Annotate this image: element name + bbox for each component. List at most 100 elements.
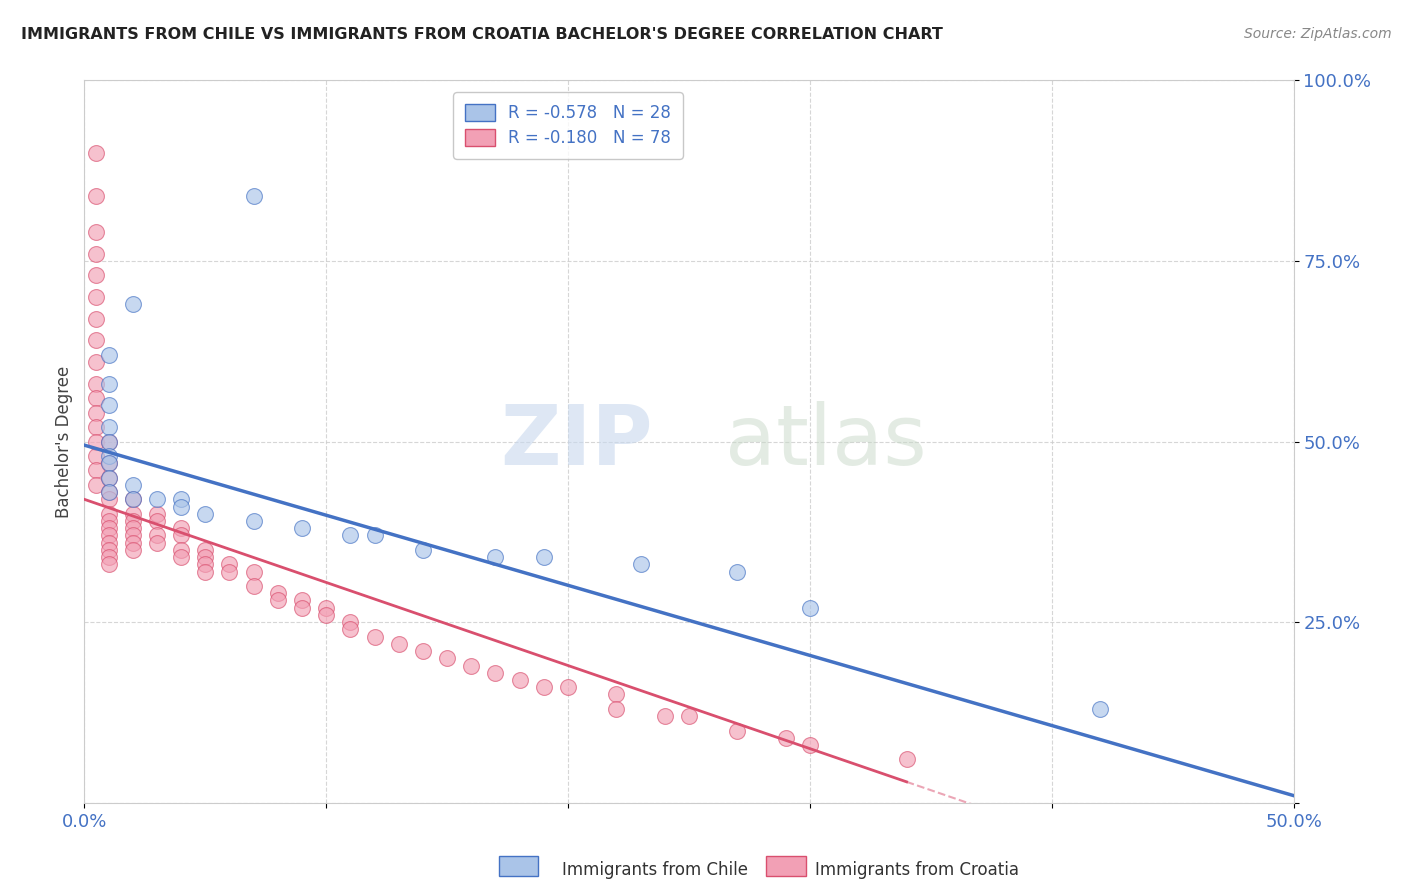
Point bbox=[557, 680, 579, 694]
Point bbox=[460, 658, 482, 673]
Point bbox=[654, 709, 676, 723]
Point bbox=[339, 623, 361, 637]
Point bbox=[315, 600, 337, 615]
Point bbox=[86, 290, 108, 304]
Point bbox=[170, 521, 193, 535]
Point bbox=[86, 478, 108, 492]
Text: Immigrants from Chile: Immigrants from Chile bbox=[562, 861, 748, 879]
Point bbox=[484, 550, 506, 565]
Point bbox=[363, 528, 385, 542]
Point bbox=[363, 630, 385, 644]
Point bbox=[242, 189, 264, 203]
Text: Immigrants from Croatia: Immigrants from Croatia bbox=[815, 861, 1019, 879]
Point bbox=[725, 565, 748, 579]
Point bbox=[86, 434, 108, 449]
Point bbox=[86, 268, 108, 283]
Point bbox=[242, 579, 264, 593]
Point bbox=[121, 514, 143, 528]
Point bbox=[291, 593, 314, 607]
Point bbox=[97, 398, 120, 412]
Point bbox=[121, 297, 143, 311]
Point bbox=[267, 593, 290, 607]
Point bbox=[86, 376, 108, 391]
Point bbox=[97, 470, 120, 484]
Point bbox=[86, 246, 108, 260]
Point bbox=[86, 189, 108, 203]
Point bbox=[97, 449, 120, 463]
Point bbox=[799, 600, 821, 615]
Point bbox=[509, 673, 531, 687]
Point bbox=[194, 542, 217, 557]
Point bbox=[97, 550, 120, 565]
Point bbox=[533, 680, 555, 694]
Point bbox=[86, 225, 108, 239]
Point bbox=[97, 528, 120, 542]
Point bbox=[605, 687, 627, 701]
Point bbox=[194, 507, 217, 521]
Point bbox=[97, 492, 120, 507]
Point bbox=[97, 376, 120, 391]
Point bbox=[97, 507, 120, 521]
Point bbox=[86, 311, 108, 326]
Point bbox=[97, 535, 120, 549]
Point bbox=[1088, 702, 1111, 716]
Point bbox=[146, 535, 169, 549]
Point bbox=[170, 528, 193, 542]
Point bbox=[775, 731, 797, 745]
Point bbox=[725, 723, 748, 738]
Point bbox=[678, 709, 700, 723]
Point bbox=[146, 528, 169, 542]
Point bbox=[86, 145, 108, 160]
Point bbox=[218, 558, 240, 572]
Point bbox=[315, 607, 337, 622]
Point bbox=[97, 420, 120, 434]
Point bbox=[605, 702, 627, 716]
Point bbox=[97, 485, 120, 500]
Point bbox=[97, 456, 120, 470]
Point bbox=[170, 542, 193, 557]
Point bbox=[146, 492, 169, 507]
Point bbox=[97, 485, 120, 500]
Point bbox=[86, 420, 108, 434]
Point bbox=[97, 456, 120, 470]
Y-axis label: Bachelor's Degree: Bachelor's Degree bbox=[55, 366, 73, 517]
Point bbox=[97, 434, 120, 449]
Point bbox=[388, 637, 411, 651]
Point bbox=[86, 449, 108, 463]
Point bbox=[533, 550, 555, 565]
Point bbox=[97, 470, 120, 484]
Point bbox=[242, 514, 264, 528]
Point bbox=[86, 463, 108, 477]
Point bbox=[291, 521, 314, 535]
Point bbox=[121, 521, 143, 535]
Point bbox=[121, 492, 143, 507]
Point bbox=[170, 500, 193, 514]
Point bbox=[121, 542, 143, 557]
Point bbox=[339, 528, 361, 542]
Point bbox=[146, 507, 169, 521]
Point bbox=[121, 528, 143, 542]
Point bbox=[194, 558, 217, 572]
Point bbox=[121, 535, 143, 549]
Point bbox=[242, 565, 264, 579]
Point bbox=[412, 542, 434, 557]
Point bbox=[412, 644, 434, 658]
Point bbox=[799, 738, 821, 752]
Text: atlas: atlas bbox=[725, 401, 927, 482]
Point bbox=[97, 434, 120, 449]
Text: IMMIGRANTS FROM CHILE VS IMMIGRANTS FROM CROATIA BACHELOR'S DEGREE CORRELATION C: IMMIGRANTS FROM CHILE VS IMMIGRANTS FROM… bbox=[21, 27, 943, 42]
Point bbox=[121, 507, 143, 521]
Point bbox=[436, 651, 458, 665]
Point bbox=[267, 586, 290, 600]
Point bbox=[97, 514, 120, 528]
Point bbox=[291, 600, 314, 615]
Point bbox=[97, 521, 120, 535]
Point bbox=[170, 550, 193, 565]
Point bbox=[97, 348, 120, 362]
Point bbox=[218, 565, 240, 579]
Point bbox=[121, 492, 143, 507]
Point bbox=[484, 665, 506, 680]
Point bbox=[630, 558, 652, 572]
Text: Source: ZipAtlas.com: Source: ZipAtlas.com bbox=[1244, 27, 1392, 41]
Point bbox=[86, 406, 108, 420]
